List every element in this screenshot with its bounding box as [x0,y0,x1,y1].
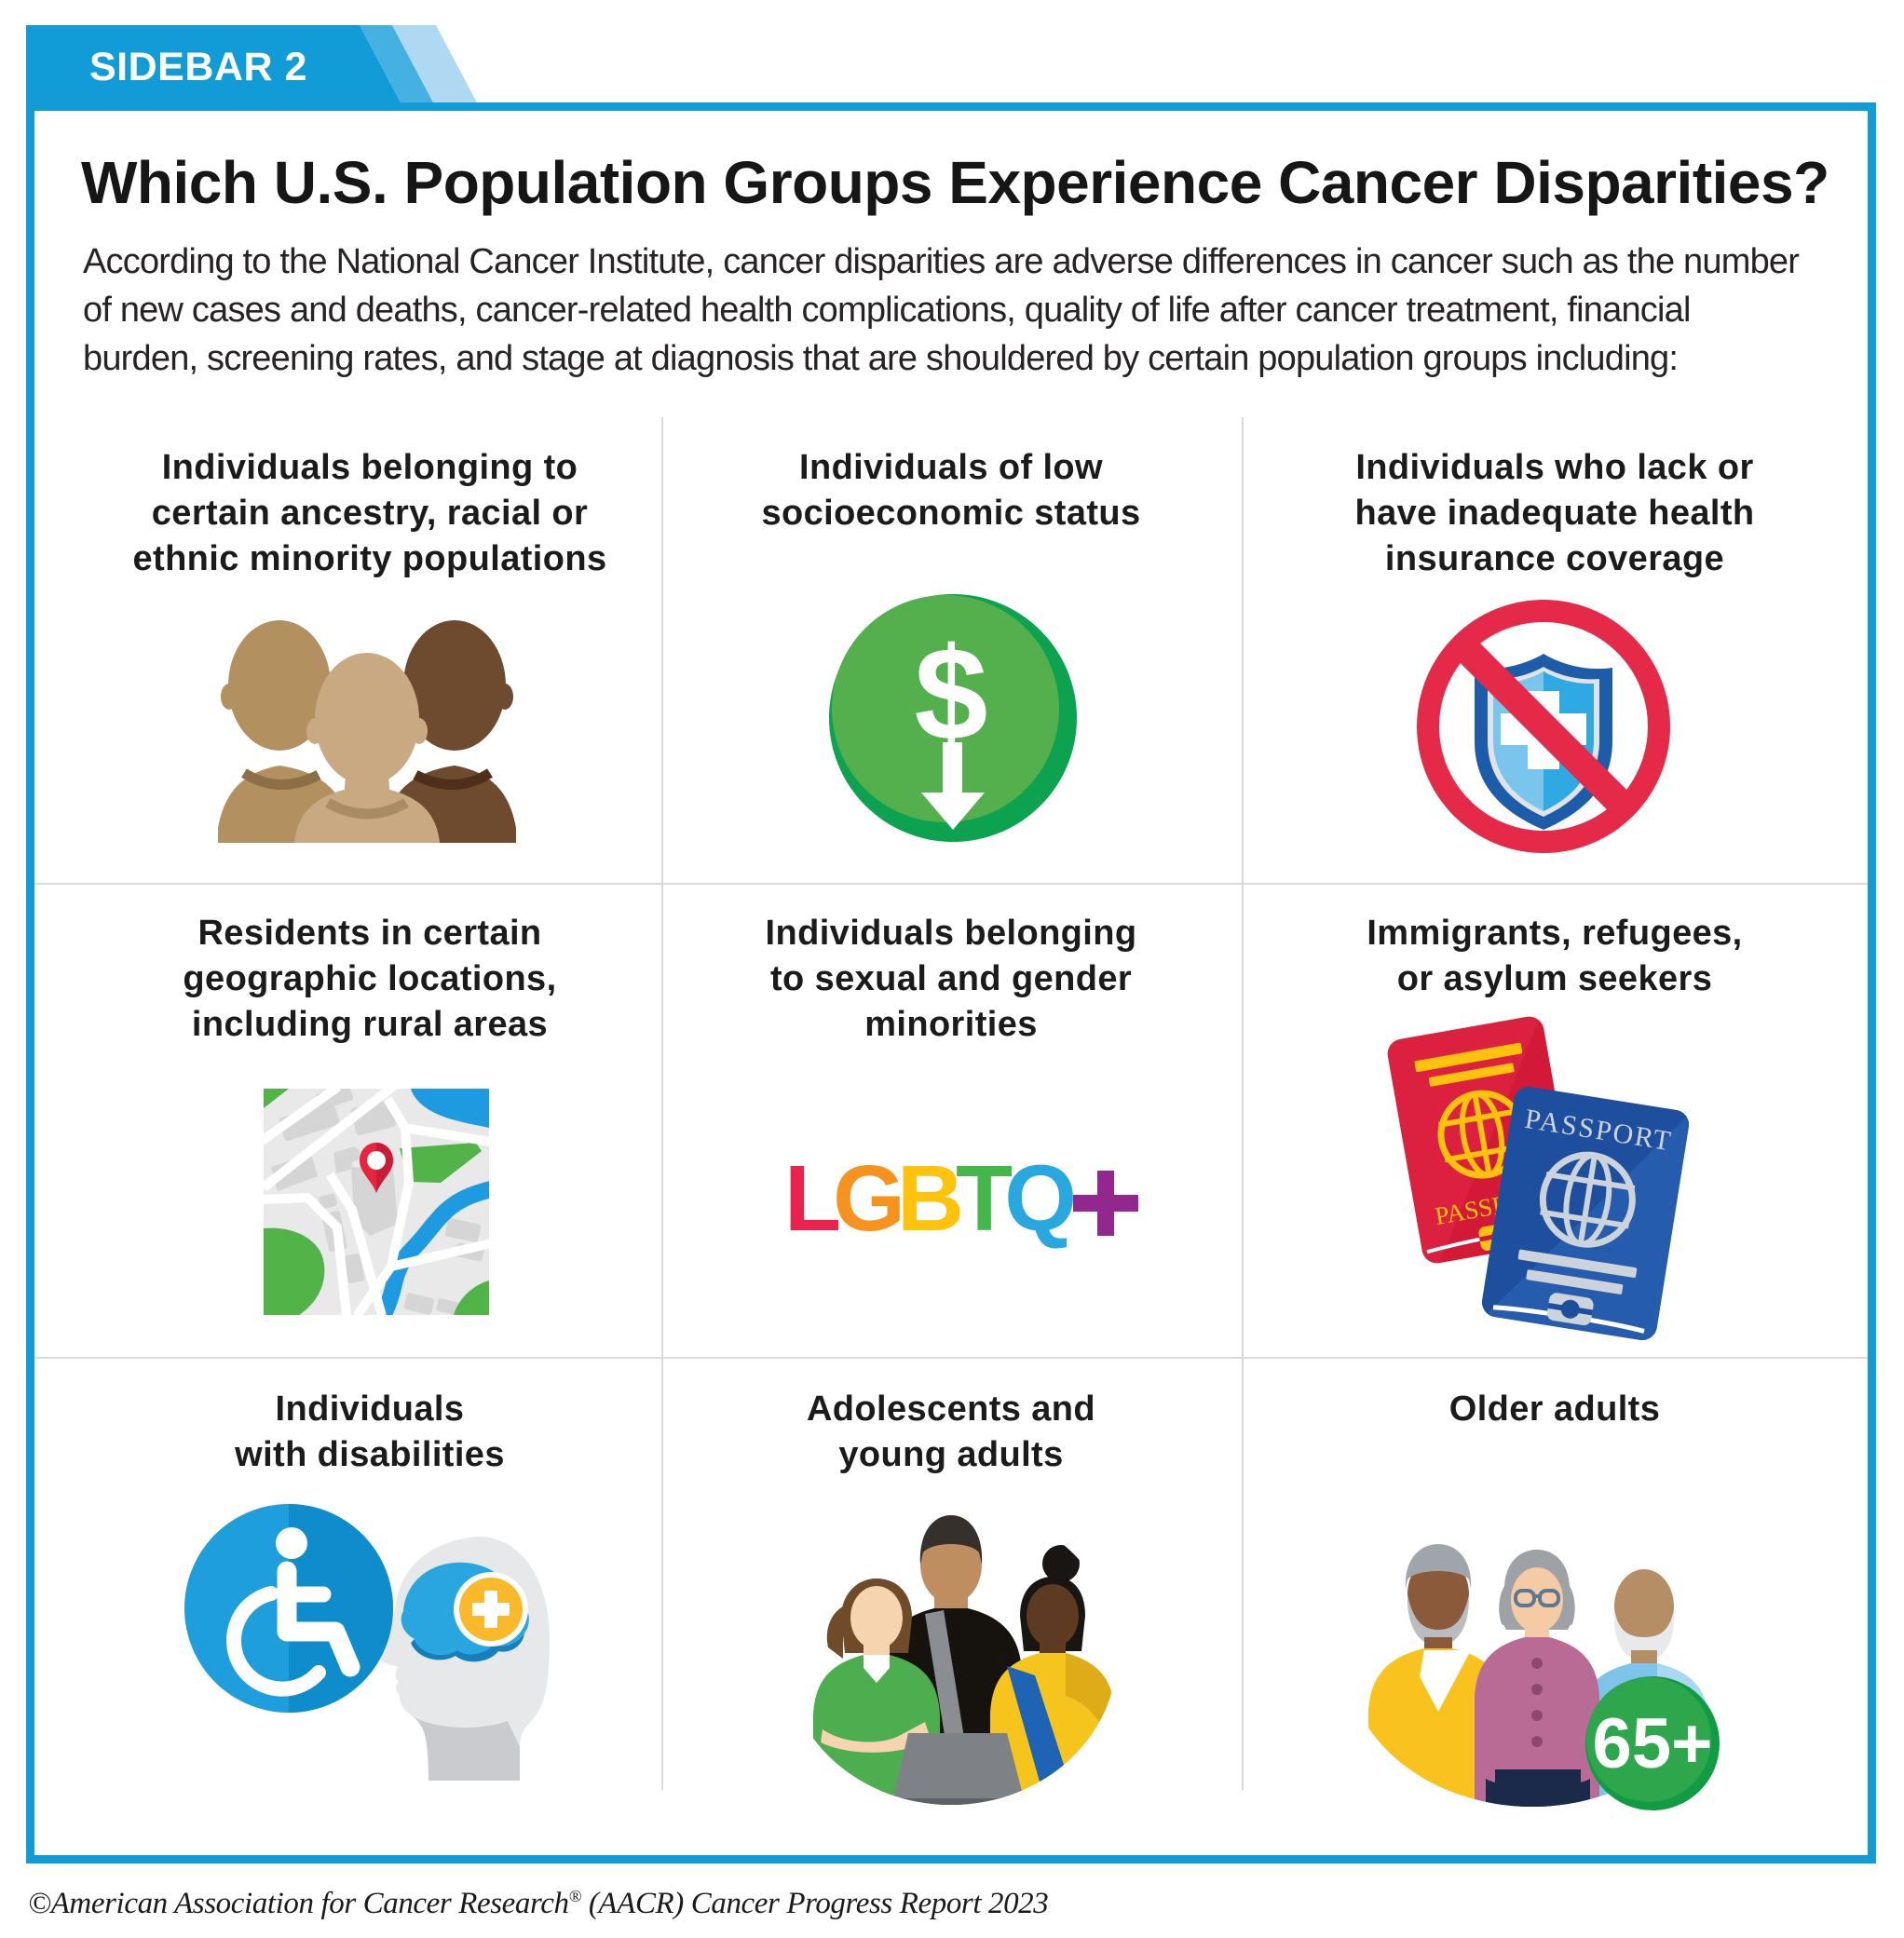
svg-text:65+: 65+ [1593,1704,1713,1783]
